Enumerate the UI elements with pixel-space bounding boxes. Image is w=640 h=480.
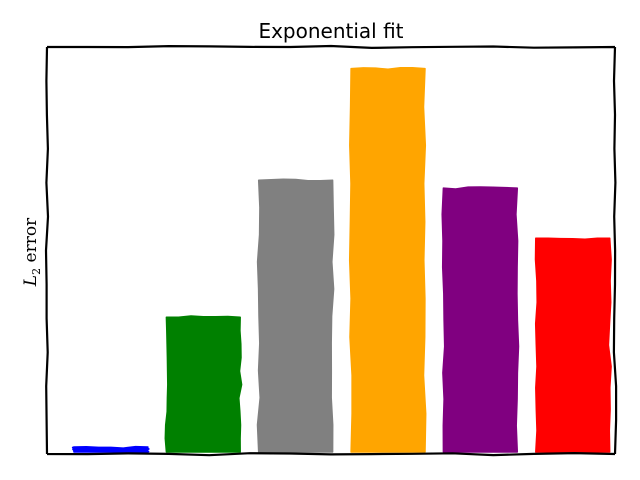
bar-4: [348, 66, 427, 453]
bar-3: [256, 178, 335, 453]
y-axis-label-main: L: [21, 275, 41, 287]
y-axis-label: L2 error: [21, 217, 43, 287]
bar-5: [441, 186, 520, 453]
y-axis-label-suffix: error: [21, 217, 41, 268]
bars-group: [71, 66, 612, 453]
chart-title: Exponential fit: [258, 19, 403, 43]
bar-2: [164, 315, 243, 453]
plot-frame: [44, 44, 618, 457]
bar-6: [534, 237, 612, 453]
bar-1: [71, 445, 150, 453]
y-axis-label-subscript: 2: [30, 268, 43, 275]
